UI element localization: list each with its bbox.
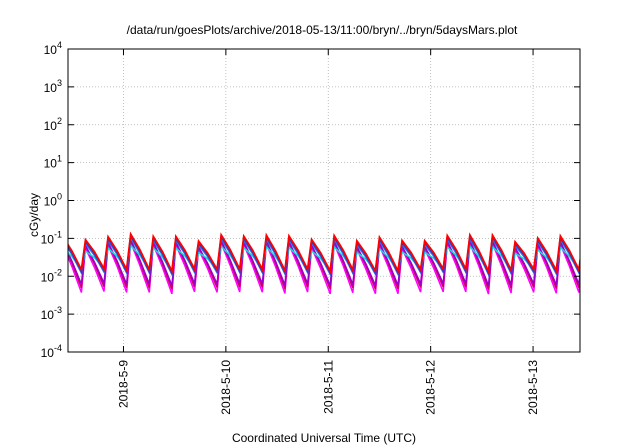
x-tick-label: 2018-5-9 [116,360,130,408]
y-tick-label: 102 [44,116,62,133]
plot-frame [67,48,581,353]
x-tick-label: 2018-5-10 [219,360,233,415]
x-tick-label-group: 2018-5-13 [526,360,540,415]
x-axis-ticks: 2018-5-9 2018-5-10 2018-5-11 2018-5-12 2018-… [116,49,540,415]
y-axis-ticks: 104 103 102 101 100 10-1 10-2 10-3 10-4 [41,40,580,360]
grid-lines [68,49,580,352]
y-axis-label: cGy/day [27,193,41,237]
y-tick-label: 103 [44,78,62,95]
y-tick-label: 104 [44,40,62,57]
x-tick-label: 2018-5-13 [526,360,540,415]
x-tick-label-group: 2018-5-12 [424,360,438,415]
x-tick-label-group: 2018-5-11 [321,360,335,414]
svg-text:cGy/day: cGy/day [27,193,41,237]
x-tick-label: 2018-5-11 [321,360,335,414]
x-tick-label-group: 2018-5-9 [116,360,130,408]
series-group [68,231,580,295]
y-tick-label: 10-1 [41,229,62,246]
chart-title: /data/run/goesPlots/archive/2018-05-13/1… [127,23,518,37]
y-tick-label: 10-4 [41,343,62,360]
x-tick-label-group: 2018-5-10 [219,360,233,415]
x-axis-label: Coordinated Universal Time (UTC) [232,431,416,445]
y-tick-label: 10-3 [41,305,62,322]
y-tick-label: 101 [44,154,62,171]
y-tick-label: 100 [44,192,62,209]
y-tick-label: 10-2 [41,267,62,284]
x-tick-label: 2018-5-12 [424,360,438,415]
series-line [68,231,580,275]
